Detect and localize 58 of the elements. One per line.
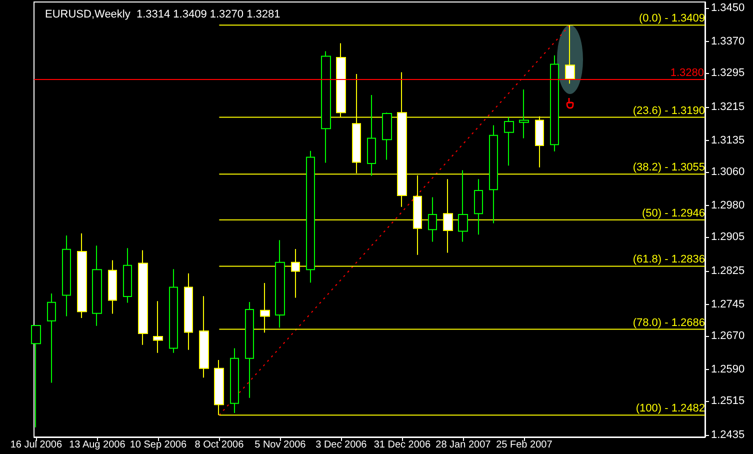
x-tick-label: 3 Dec 2006	[316, 440, 368, 450]
candlestick	[458, 170, 468, 242]
y-tick-label: 1.2825	[711, 264, 745, 277]
candlestick	[123, 248, 132, 304]
candlestick	[230, 348, 239, 414]
y-tick-label: 1.2670	[711, 330, 745, 342]
x-tick-label: 25 Feb 2007	[496, 440, 553, 450]
candlestick	[306, 150, 315, 284]
y-tick-label: 1.3215	[711, 100, 745, 113]
y-tick-label: 1.2905	[711, 231, 745, 244]
series-label: (78.0) - 1.2686	[632, 316, 705, 329]
candlestick	[474, 178, 483, 236]
candlestick	[275, 240, 285, 328]
candlestick	[184, 272, 193, 350]
candlestick	[199, 296, 209, 378]
x-tick-label: 16 Jul 2006	[10, 440, 62, 450]
y-tick-label: 1.2980	[711, 200, 745, 212]
candlestick	[367, 94, 376, 176]
series-label: (23.6) - 1.3190	[632, 104, 705, 117]
y-tick-label: 1.2590	[711, 364, 745, 376]
y-tick-label: 1.3295	[711, 67, 745, 80]
candlestick	[47, 293, 56, 384]
candlestick	[138, 250, 148, 346]
y-tick-label: 1.3370	[711, 36, 745, 48]
series-label: (0.0) - 1.3409	[638, 12, 705, 25]
text: EURUSD,Weekly 1.3314 1.3409 1.3270 1.3281	[45, 8, 280, 20]
candlestick	[321, 50, 331, 164]
x-tick-label: 28 Jan 2007	[436, 440, 492, 450]
series-label: (100) - 1.2482	[636, 402, 705, 415]
series-label: (38.2) - 1.3055	[632, 162, 705, 174]
x-tick-label: 13 Aug 2006	[69, 440, 126, 450]
x-tick-label: 31 Dec 2006	[374, 440, 431, 450]
candlestick	[519, 89, 529, 139]
x-tick-label: 10 Sep 2006	[130, 440, 187, 450]
y-tick-label: 1.2435	[711, 428, 745, 441]
candlestick	[108, 260, 117, 314]
ref-line-label: 1.3280	[670, 66, 704, 79]
candlestick	[153, 300, 163, 354]
candlestick	[382, 112, 392, 160]
candlestick	[550, 54, 559, 152]
y-tick-label: 1.3135	[711, 134, 745, 146]
y-tick-label: 1.2515	[711, 395, 745, 408]
x-tick-label: 8 Oct 2006	[194, 440, 244, 450]
y-tick-label: 1.3450	[711, 2, 745, 14]
y-tick-label: 1.3060	[711, 166, 745, 178]
candlestick	[428, 196, 437, 242]
series-label: (61.8) - 1.2836	[632, 254, 705, 266]
candlestick	[169, 268, 178, 354]
candlestick	[504, 116, 514, 166]
candlestick	[77, 232, 87, 318]
candlestick	[92, 245, 102, 326]
candlestick	[62, 234, 71, 317]
series-label: (50) - 1.2946	[642, 207, 705, 220]
candlestick	[31, 325, 41, 428]
candlestick	[489, 124, 498, 224]
candlestick	[245, 301, 254, 398]
y-tick-label: 1.2745	[711, 298, 745, 310]
x-tick-label: 5 Nov 2006	[254, 440, 306, 450]
